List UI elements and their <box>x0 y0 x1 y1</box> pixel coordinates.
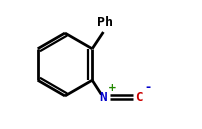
Text: -: - <box>145 82 150 94</box>
Text: N: N <box>99 91 107 103</box>
Text: Ph: Ph <box>97 16 113 29</box>
Text: +: + <box>108 83 116 93</box>
Text: C: C <box>135 91 142 103</box>
